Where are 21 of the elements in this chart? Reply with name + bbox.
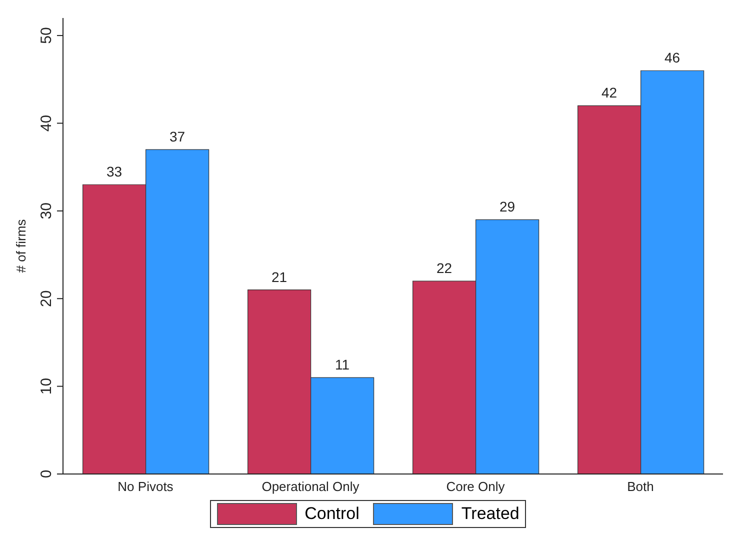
legend-label: Control xyxy=(304,504,360,524)
data-label: 37 xyxy=(170,128,186,145)
x-tick-label: Both xyxy=(627,479,654,494)
x-tick-label: No Pivots xyxy=(118,479,174,494)
data-label: 22 xyxy=(436,260,452,276)
y-tick-label: 50 xyxy=(38,27,55,44)
y-tick-label: 20 xyxy=(38,290,55,307)
x-tick-label: Operational Only xyxy=(262,479,360,494)
y-axis-title: # of firms xyxy=(14,218,29,273)
data-label: 11 xyxy=(335,356,350,373)
data-label: 42 xyxy=(602,84,618,101)
y-tick-label: 40 xyxy=(38,114,55,132)
y-tick-label: 0 xyxy=(38,470,55,478)
y-tick-label: 30 xyxy=(38,202,55,220)
y-tick-label: 10 xyxy=(38,378,55,395)
data-label: 46 xyxy=(664,50,680,66)
data-label: 33 xyxy=(106,164,122,180)
data-label: 29 xyxy=(500,198,516,215)
x-tick-label: Core Only xyxy=(446,479,506,494)
legend-label: Treated xyxy=(461,504,520,524)
data-label: 21 xyxy=(272,268,288,285)
